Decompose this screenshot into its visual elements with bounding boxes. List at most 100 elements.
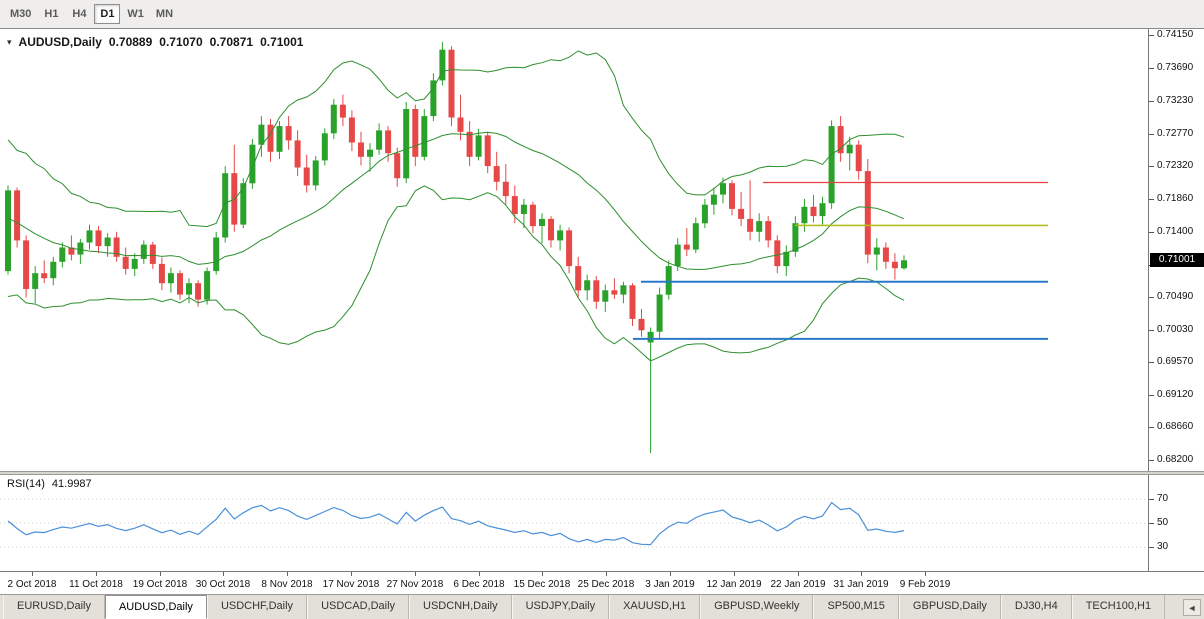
- candle-body: [421, 116, 428, 157]
- current-price-badge: 0.71001: [1150, 253, 1204, 267]
- chart-tab-dj30[interactable]: DJ30,H4: [1000, 595, 1072, 619]
- candle-body: [901, 260, 907, 269]
- chart-dropdown-icon[interactable]: ▾: [7, 36, 12, 47]
- candle-body: [674, 244, 681, 266]
- candle-body: [846, 144, 853, 154]
- candlestick-plot[interactable]: [0, 29, 1148, 471]
- date-tick: [798, 572, 799, 576]
- candle-body: [765, 221, 772, 241]
- date-tick: [287, 572, 288, 576]
- panel-divider[interactable]: [0, 471, 1204, 475]
- chart-tab-tech100[interactable]: TECH100,H1: [1071, 595, 1166, 619]
- candle-body: [267, 124, 274, 152]
- price-axis-label: 0.68200: [1148, 454, 1194, 465]
- rsi-name: RSI(14): [7, 478, 45, 490]
- candle-body: [792, 223, 799, 252]
- date-label: 17 Nov 2018: [322, 579, 380, 590]
- rsi-axis-label: 30: [1148, 541, 1169, 552]
- candle-body: [32, 273, 39, 289]
- candle-body: [285, 126, 292, 141]
- candle-body: [403, 109, 410, 179]
- candle-body: [303, 167, 310, 186]
- candle-body: [222, 173, 229, 238]
- timeframe-button-h1[interactable]: H1: [44, 8, 59, 20]
- candle-body: [593, 280, 600, 302]
- chart-tab-bar: EURUSD,Daily AUDUSD,Daily USDCHF,Daily USDC…: [0, 594, 1204, 619]
- rsi-axis[interactable]: 70 50 30: [1148, 475, 1204, 571]
- chart-tab-audusd[interactable]: AUDUSD,Daily: [104, 595, 207, 619]
- date-label: 11 Oct 2018: [69, 579, 123, 590]
- date-label: 12 Jan 2019: [706, 579, 762, 590]
- candle-body: [701, 204, 708, 224]
- candle-body: [511, 196, 518, 214]
- candle-body: [529, 204, 536, 227]
- candle-body: [23, 240, 30, 289]
- candle-body: [683, 244, 690, 250]
- candle-body: [864, 171, 871, 255]
- price-axis[interactable]: 0.74150 0.73690 0.73230 0.72770 0.72320 0.718…: [1148, 29, 1204, 471]
- date-label: 22 Jan 2019: [770, 579, 826, 590]
- date-tick: [223, 572, 224, 576]
- date-label: 2 Oct 2018: [7, 579, 57, 590]
- date-tick: [351, 572, 352, 576]
- timeframe-button-w1[interactable]: W1: [127, 8, 144, 20]
- candle-body: [204, 271, 211, 300]
- candle-body: [294, 140, 301, 168]
- chart-tab-eurusd[interactable]: EURUSD,Daily: [3, 595, 105, 619]
- candle-body: [720, 183, 726, 195]
- date-label: 15 Dec 2018: [513, 579, 571, 590]
- tab-scroll-left-button[interactable]: ◄: [1183, 599, 1201, 616]
- date-label: 8 Nov 2018: [261, 579, 313, 590]
- chart-tab-usdcad[interactable]: USDCAD,Daily: [307, 595, 410, 619]
- date-axis[interactable]: 2 Oct 2018 11 Oct 2018 19 Oct 2018 30 Oct 2…: [0, 571, 1204, 595]
- candle-body: [41, 273, 48, 279]
- candle-body: [5, 190, 11, 272]
- chart-tab-gbpusd[interactable]: GBPUSD,Weekly: [700, 595, 814, 619]
- candle-body: [439, 49, 446, 81]
- date-tick: [670, 572, 671, 576]
- candle-body: [783, 251, 790, 267]
- chart-high-value: 0.71070: [159, 35, 203, 49]
- date-tick: [479, 572, 480, 576]
- candle-body: [14, 190, 21, 241]
- candle-body: [95, 230, 102, 247]
- chart-tab-usdjpy[interactable]: USDJPY,Daily: [511, 595, 610, 619]
- chart-tab-sp500[interactable]: SP500,M15: [813, 595, 899, 619]
- candle-body: [276, 126, 283, 152]
- timeframe-button-h4[interactable]: H4: [72, 8, 87, 20]
- candle-body: [855, 144, 862, 172]
- candle-body: [339, 104, 346, 118]
- date-label: 30 Oct 2018: [195, 579, 251, 590]
- timeframe-button-m30[interactable]: M30: [10, 8, 32, 20]
- date-tick: [96, 572, 97, 576]
- candle-body: [131, 258, 138, 269]
- rsi-plot[interactable]: [0, 475, 1148, 571]
- candle-body: [774, 240, 781, 267]
- timeframe-button-mn[interactable]: MN: [155, 8, 174, 20]
- timeframe-button-d1[interactable]: D1: [94, 4, 121, 24]
- chart-low-value: 0.70871: [209, 35, 254, 49]
- bollinger-lower-band: [7, 185, 905, 362]
- date-tick: [32, 572, 33, 576]
- candle-body: [502, 181, 509, 197]
- candle-body: [186, 283, 192, 295]
- candle-body: [828, 126, 835, 204]
- candle-body: [457, 117, 464, 132]
- candle-body: [412, 109, 419, 157]
- candle-body: [692, 223, 699, 250]
- chart-tab-gbpusd[interactable]: GBPUSD,Daily: [898, 595, 1001, 619]
- candle-body: [638, 318, 645, 331]
- candle-body: [566, 230, 573, 267]
- chart-tab-usdcnh[interactable]: USDCNH,Daily: [409, 595, 512, 619]
- date-label: 27 Nov 2018: [386, 579, 444, 590]
- price-axis-label: 0.68660: [1148, 421, 1194, 432]
- date-tick: [925, 572, 926, 576]
- candle-body: [177, 273, 183, 295]
- price-axis-label: 0.73690: [1148, 62, 1194, 73]
- price-axis-label: 0.74150: [1148, 29, 1194, 40]
- candle-body: [330, 104, 337, 134]
- candle-body: [376, 130, 383, 150]
- chart-tab-usdchf[interactable]: USDCHF,Daily: [206, 595, 308, 619]
- chart-tab-xauusd[interactable]: XAUUSD,H1: [609, 595, 701, 619]
- candle-body: [113, 237, 120, 257]
